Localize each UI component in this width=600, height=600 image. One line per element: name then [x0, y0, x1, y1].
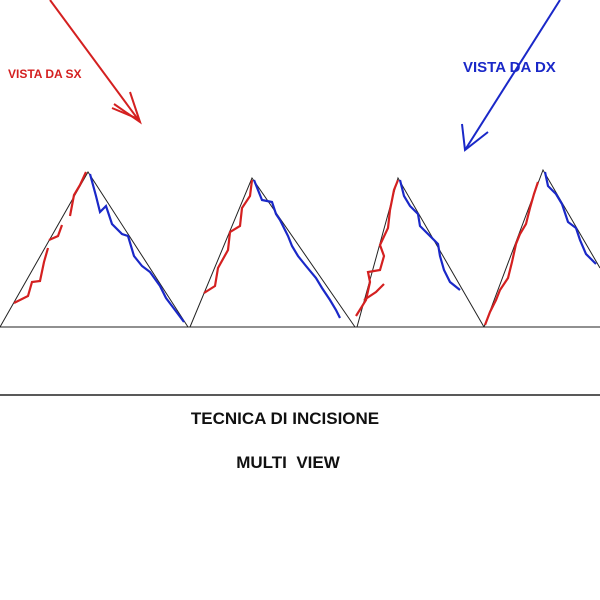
trace: [68, 171, 87, 217]
left-traces: [13, 171, 540, 326]
trace: [355, 179, 400, 317]
right-traces: [88, 171, 597, 323]
trace: [13, 247, 50, 304]
arrow-shaft: [464, 0, 561, 151]
arrow-shaft: [49, 0, 141, 123]
arrow-head: [111, 107, 137, 119]
trace: [88, 173, 185, 323]
triangles: [0, 168, 600, 328]
triangle: [356, 176, 485, 328]
triangle: [0, 171, 189, 328]
trace: [543, 171, 597, 265]
trace: [203, 179, 254, 294]
right-view-label: VISTA DA DX: [463, 59, 556, 76]
arrow-head: [461, 123, 489, 152]
triangle: [189, 176, 356, 328]
trace: [363, 283, 385, 301]
trace: [252, 179, 341, 319]
right-arrow: [461, 0, 561, 152]
trace: [398, 179, 461, 291]
caption-subtitle: MULTI VIEW: [236, 453, 341, 472]
left-arrow: [49, 0, 142, 125]
triangle: [483, 168, 600, 328]
arrow-head: [113, 91, 142, 125]
trace: [48, 224, 64, 242]
trace: [483, 181, 540, 326]
caption-title: TECNICA DI INCISIONE: [191, 409, 379, 428]
left-view-label: VISTA DA SX: [8, 67, 82, 81]
